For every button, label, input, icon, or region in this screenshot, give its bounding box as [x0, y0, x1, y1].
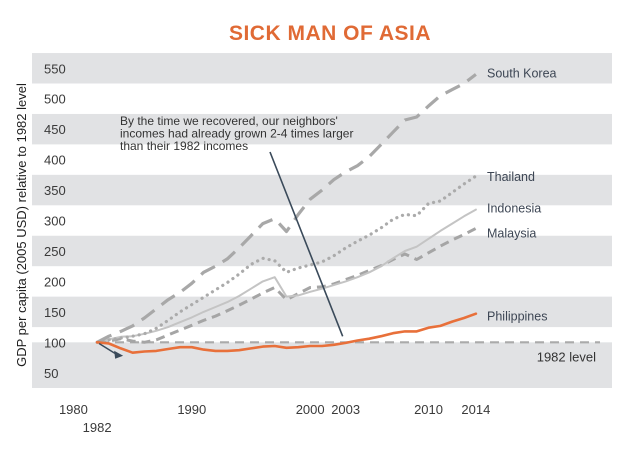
chart-title: SICK MAN OF ASIA: [229, 22, 431, 45]
y-tick-150: 150: [44, 305, 66, 320]
series-label-south-korea: South Korea: [487, 66, 557, 80]
y-tick-250: 250: [44, 244, 66, 259]
series-line-malaysia: [96, 227, 477, 344]
y-tick-50: 50: [44, 366, 58, 381]
y-axis-label: GDP per capita (2005 USD) relative to 19…: [14, 83, 29, 367]
series-line-thailand: [95, 174, 478, 344]
y-tick-350: 350: [44, 183, 66, 198]
series-label-malaysia: Malaysia: [487, 226, 536, 240]
y-tick-200: 200: [44, 274, 66, 289]
band-125-175: [32, 296, 612, 328]
background-bands: [32, 53, 612, 388]
x-tick-2010: 2010: [414, 402, 443, 417]
reference-line-label: 1982 level: [537, 349, 596, 364]
y-tick-300: 300: [44, 214, 66, 229]
series-line-indonesia: [96, 208, 477, 344]
annotation: By the time we recovered, our neighbors'…: [98, 114, 353, 359]
series-label-indonesia: Indonesia: [487, 202, 541, 216]
x-tick-1990: 1990: [177, 402, 206, 417]
x-tick-2003: 2003: [331, 402, 360, 417]
annotation-text-line-3: than their 1982 incomes: [120, 139, 248, 153]
dip-arrow-head: [114, 350, 124, 359]
series-lines: [95, 73, 478, 354]
x-tick-2000: 2000: [296, 402, 325, 417]
series-label-philippines: Philippines: [487, 310, 547, 324]
y-axis-ticks: 50 100 150 200 250 300 350 400 450 500 550: [44, 61, 66, 381]
dip-arrow-line: [98, 342, 118, 356]
series-label-thailand: Thailand: [487, 170, 535, 184]
y-tick-450: 450: [44, 122, 66, 137]
annotation-text-line-2: incomes had already grown 2-4 times larg…: [120, 127, 353, 141]
y-tick-500: 500: [44, 92, 66, 107]
y-tick-550: 550: [44, 61, 66, 76]
y-tick-100: 100: [44, 335, 66, 350]
annotation-text-line-1: By the time we recovered, our neighbors': [120, 114, 338, 128]
series-labels: South Korea Thailand Indonesia Malaysia Phil…: [487, 66, 557, 323]
x-tick-1982: 1982: [83, 420, 112, 435]
band-525-575: [32, 53, 612, 84]
band-425-475: [32, 113, 612, 145]
x-tick-1980: 1980: [59, 402, 88, 417]
x-axis-ticks: 1980 1990 2000 2003 2010 2014 1982: [59, 402, 490, 435]
x-tick-2014: 2014: [461, 402, 490, 417]
series-line-south-korea: [96, 73, 477, 344]
band-25-100: [32, 342, 612, 388]
series-line-philippines: [95, 312, 478, 354]
y-tick-400: 400: [44, 153, 66, 168]
annotation-arrow: [269, 151, 344, 337]
